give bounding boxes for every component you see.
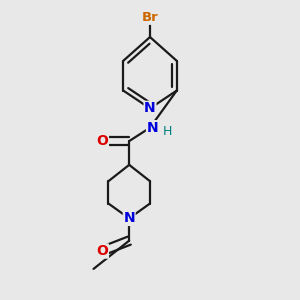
Text: H: H (163, 125, 172, 138)
Text: Br: Br (142, 11, 158, 24)
Text: N: N (144, 101, 156, 116)
Text: N: N (147, 121, 158, 135)
Text: O: O (97, 134, 108, 148)
Text: O: O (97, 244, 108, 258)
Text: N: N (123, 212, 135, 225)
